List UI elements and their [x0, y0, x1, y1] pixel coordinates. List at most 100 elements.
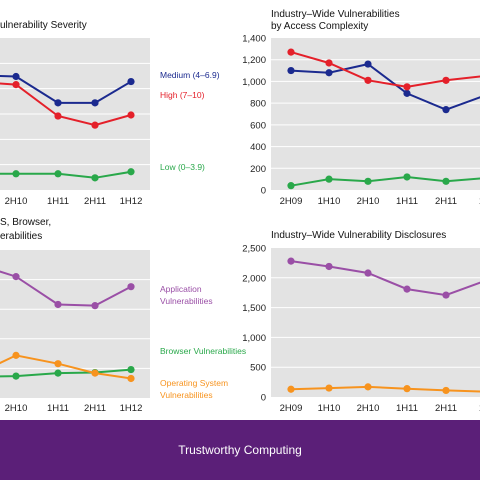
- chart-os-browser: S, Browser, erabilities 2H10 1H11 2H11 1H12…: [0, 217, 246, 414]
- series-line-access-2: [290, 175, 480, 187]
- data-point: [12, 72, 20, 81]
- x-tick-label: 2H11: [84, 196, 106, 207]
- data-point: [403, 83, 411, 91]
- data-point: [54, 170, 62, 178]
- x-tick-label: 2H11: [435, 196, 457, 207]
- data-point: [364, 76, 372, 84]
- chart-access-plot: [271, 38, 480, 190]
- y-tick-label: 1,400: [242, 34, 266, 45]
- x-tick-label: 1H11: [47, 196, 69, 207]
- data-point: [403, 285, 411, 293]
- data-point: [442, 177, 450, 185]
- series-line-access-0: [290, 63, 480, 111]
- y-tick-label: 500: [250, 363, 266, 374]
- x-tick-label: 2H11: [84, 403, 106, 414]
- data-point: [127, 374, 135, 383]
- data-point: [12, 351, 20, 359]
- chart-disclosures-plot: [271, 248, 480, 397]
- data-point: [127, 168, 135, 176]
- data-point: [364, 383, 372, 391]
- data-point: [91, 121, 99, 129]
- y-tick-label: 1,200: [242, 55, 266, 66]
- data-point: [403, 385, 411, 393]
- legend-medium: Medium (4–6.9): [160, 70, 220, 80]
- x-tick-label: 1H11: [47, 403, 69, 414]
- data-point: [91, 302, 99, 310]
- chart-disclosures: Industry–Wide Vulnerability Disclosures …: [242, 230, 480, 414]
- y-tick-label: 200: [250, 164, 266, 175]
- data-point: [12, 273, 20, 281]
- data-point: [325, 384, 333, 392]
- data-point: [325, 175, 333, 183]
- series-group-access: [287, 48, 480, 190]
- legend-application: Application Vulnerabilities: [160, 284, 213, 306]
- legend-low: Low (0–3.9): [160, 162, 205, 172]
- x-tick-label: 1H10: [318, 403, 341, 414]
- x-tick-label: 2H09: [280, 403, 303, 414]
- y-tick-label: 2,000: [242, 273, 266, 284]
- x-tick-label: 1H10: [318, 196, 341, 207]
- data-point: [12, 372, 20, 380]
- footer-label: Trustworthy Computing: [178, 443, 302, 457]
- y-tick-label: 2,500: [242, 244, 266, 255]
- series-group-disclosures: [287, 257, 480, 395]
- x-tick-label: 1H11: [396, 196, 418, 207]
- x-tick-label: 2H10: [357, 196, 380, 207]
- data-point: [403, 173, 411, 181]
- x-tick-label: 2H09: [280, 196, 303, 207]
- x-tick-label: 2H11: [435, 403, 457, 414]
- y-tick-label: 600: [250, 120, 266, 131]
- x-tick-label: 2H10: [357, 403, 380, 414]
- chart-disclosures-title: Industry–Wide Vulnerability Disclosures: [271, 230, 446, 241]
- footer-bar: Trustworthy Computing: [0, 420, 480, 480]
- y-tick-label: 800: [250, 99, 266, 110]
- x-tick-label: 1H12: [120, 403, 143, 414]
- data-point: [287, 182, 295, 190]
- data-point: [325, 262, 333, 271]
- data-point: [287, 48, 295, 56]
- series-group-severity: [0, 72, 135, 182]
- x-tick-label: 1H: [479, 196, 480, 207]
- series-line-disclosures-1: [290, 385, 480, 393]
- y-tick-label: 0: [261, 186, 266, 197]
- series-line-disclosures-0: [290, 260, 480, 297]
- y-tick-label: 400: [250, 142, 266, 153]
- x-tick-label: 1H11: [396, 403, 418, 414]
- data-point: [91, 369, 99, 377]
- data-point: [54, 300, 62, 309]
- series-line-access-1: [290, 51, 480, 88]
- data-point: [325, 59, 333, 67]
- x-tick-label: 2H10: [5, 403, 28, 414]
- data-point: [442, 386, 450, 395]
- data-point: [54, 360, 62, 368]
- data-point: [54, 99, 62, 107]
- y-tick-label: 1,000: [242, 77, 266, 88]
- data-point: [127, 283, 135, 291]
- legend-browser: Browser Vulnerabilities: [160, 346, 246, 356]
- data-point: [54, 369, 62, 377]
- data-point: [127, 365, 135, 374]
- x-tick-label: 1H: [479, 403, 480, 414]
- chart-severity-title: ulnerability Severity: [0, 20, 87, 31]
- chart-access: Industry–Wide Vulnerabilities by Access …: [242, 9, 480, 207]
- y-tick-label: 1,500: [242, 303, 266, 314]
- data-point: [287, 385, 295, 393]
- data-point: [127, 77, 135, 86]
- legend-os: Operating System Vulnerabilities: [160, 378, 230, 400]
- data-point: [54, 112, 62, 120]
- chart-access-title: Industry–Wide Vulnerabilities by Access …: [271, 9, 402, 32]
- data-point: [442, 76, 450, 84]
- data-point: [287, 257, 295, 265]
- data-point: [442, 291, 450, 299]
- data-point: [91, 174, 99, 182]
- y-tick-label: 1,000: [242, 333, 266, 344]
- data-point: [12, 170, 20, 178]
- x-tick-label: 2H10: [5, 196, 28, 207]
- data-point: [127, 111, 135, 119]
- data-point: [364, 177, 372, 185]
- chart-os-browser-title: S, Browser, erabilities: [0, 217, 54, 242]
- data-point: [364, 269, 372, 277]
- data-point: [325, 69, 333, 77]
- chart-severity: ulnerability Severity 2H10 1H11 2H11 1H12 M…: [0, 20, 220, 207]
- data-point: [442, 106, 450, 114]
